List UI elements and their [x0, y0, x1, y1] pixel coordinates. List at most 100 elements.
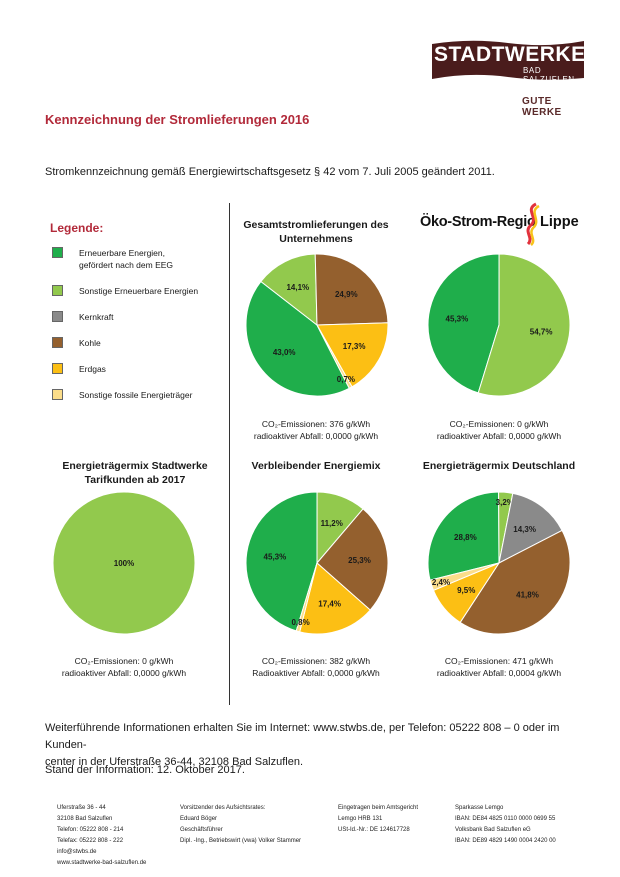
footer-line: Uferstraße 36 - 44	[57, 805, 106, 811]
info-line-1: Weiterführende Informationen erhalten Si…	[45, 722, 560, 751]
chart-1-pie: 43,0% 14,1% 24,9% 17,3% 0,7%	[245, 253, 389, 397]
chart-3-title: Energieträgermix Stadtwerke Tarifkunden …	[62, 460, 208, 486]
legend-label-sonstige-fossile: Sonstige fossile Energieträger	[79, 390, 193, 400]
pie-slice-erdgas	[316, 322, 389, 388]
chart-3-waste: radioaktiver Abfall: 0,0000 g/kWh	[61, 668, 187, 678]
pie-label-erdgas: 17,3%	[343, 342, 366, 351]
chart-5-co2: CO₂-Emissionen: 471 g/kWh	[444, 656, 554, 666]
footer-line: Dipl. -Ing., Betriebswirt (vwa) Volker S…	[180, 838, 302, 844]
pie-slice-sonstige-erneuerbare-energien	[260, 253, 318, 327]
chart-5-title: Energieträgermix Deutschland	[422, 460, 576, 472]
legend-swatch-sonstige-erneuerbare	[52, 285, 63, 296]
pie-label-sonstige-fossile-energietr-ger: 2,4%	[432, 578, 450, 587]
oeko-logo-swoosh	[526, 202, 540, 246]
pie-label-erneuerbare-energien-gef-rdert-nach-dem-eeg: 28,8%	[454, 533, 477, 542]
pie-slice-sonstige-fossile-energietr-ger	[295, 562, 318, 633]
footer-line: Eingetragen beim Amtsgericht	[338, 805, 419, 811]
legend-label-eeg: Erneuerbare Energien, gefördert nach dem…	[79, 248, 174, 270]
stand-text: Stand der Information: 12. Oktober 2017.	[45, 764, 245, 776]
pie-label-sonstige-erneuerbare-energien: 3,2%	[496, 498, 514, 507]
chart-1-title: Gesamtstromlieferungen des Unternehmens	[243, 219, 389, 245]
legend-swatch-kohle	[52, 337, 63, 348]
legend-swatch-erdgas	[52, 363, 63, 374]
pie-label-erdgas: 9,5%	[457, 586, 475, 595]
stadtwerke-logo: STADTWERKE BAD SALZUFLEN GUTE WERKE	[430, 38, 590, 118]
pie-label-erneuerbare-energien-gef-rdert-nach-dem-eeg: 43,0%	[273, 348, 296, 357]
footer-address: Uferstraße 36 - 44 32108 Bad Salzuflen T…	[57, 803, 146, 869]
footer-register: Eingetragen beim Amtsgericht Lemgo HRB 1…	[338, 803, 418, 836]
pie-label-kernkraft: 14,3%	[513, 525, 536, 534]
chart-5-pie: 28,8% 3,2% 14,3% 41,8% 9,5% 2,4%	[427, 491, 571, 635]
pie-slice-erdgas	[299, 562, 371, 635]
legend-swatch-sonstige-fossile	[52, 389, 63, 400]
pie-label-erdgas: 17,4%	[318, 600, 341, 609]
pie-slice-sonstige-fossile-energietr-ger	[316, 324, 353, 389]
footer-line: Volksbank Bad Salzuflen eG	[455, 827, 531, 833]
pie-slice-kohle	[459, 529, 571, 635]
pie-label-sonstige-erneuerbare-energien: 14,1%	[286, 283, 309, 292]
chart-1-co2: CO₂-Emissionen: 376 g/kWh	[261, 419, 371, 429]
footer-email-link[interactable]: info@stwbs.de	[57, 849, 97, 855]
logo-flag-shape	[432, 40, 584, 80]
info-text: Weiterführende Informationen erhalten Si…	[45, 720, 585, 771]
oeko-strom-regio-logo: Öko-Strom-Regio Lippe	[418, 202, 588, 246]
footer-line: Geschäftsführer	[180, 827, 223, 833]
chart-4-waste: Radioaktiver Abfall: 0,0000 g/kWh	[252, 668, 380, 678]
logo-city: BAD SALZUFLEN	[523, 66, 575, 84]
footer-line: Eduard Böger	[180, 816, 218, 822]
chart-5-waste: radioaktiver Abfall: 0,0004 g/kWh	[436, 668, 562, 678]
pie-slice-erneuerbare-energien-gef-rdert-nach-dem-eeg	[427, 253, 500, 394]
legend-swatch-eeg	[52, 247, 63, 258]
footer-line: Telefax: 05222 808 - 222	[57, 838, 124, 844]
vertical-divider	[229, 203, 230, 705]
footer-line: USt-Id.-Nr.: DE 124617728	[338, 827, 410, 833]
info-line-2: center in der Uferstraße 36-44, 32108 Ba…	[45, 756, 304, 768]
pie-label-sonstige-fossile-energietr-ger: 0,8%	[291, 618, 309, 627]
pie-slice-erneuerbare-energien-gef-rdert-nach-dem-eeg	[245, 280, 350, 397]
chart-2-waste: radioaktiver Abfall: 0,0000 g/kWh	[436, 431, 562, 441]
pie-label-kohle: 41,8%	[516, 591, 539, 600]
chart-4-co2: CO₂-Emissionen: 382 g/kWh	[261, 656, 371, 666]
pie-slice-sonstige-erneuerbare-energien	[52, 491, 196, 635]
pie-slice-erneuerbare-energien-gef-rdert-nach-dem-eeg	[245, 491, 318, 632]
pie-label-sonstige-erneuerbare-energien: 54,7%	[530, 327, 553, 336]
page-title: Kennzeichnung der Stromlieferungen 2016	[45, 112, 310, 127]
oeko-logo-text: Öko-Strom-Regio	[420, 214, 536, 230]
pie-slice-erneuerbare-energien-gef-rdert-nach-dem-eeg	[427, 491, 500, 581]
pie-label-kohle: 25,3%	[348, 556, 371, 565]
pie-label-sonstige-fossile-energietr-ger: 0,7%	[337, 375, 355, 384]
chart-2-co2: CO₂-Emissionen: 0 g/kWh	[449, 419, 549, 429]
legend-label-kernkraft: Kernkraft	[79, 312, 114, 322]
legend-title: Legende:	[50, 221, 104, 235]
intro-text: Stromkennzeichnung gemäß Energiewirtscha…	[45, 166, 495, 178]
chart-4-title: Verbleibender Energiemix	[251, 460, 381, 472]
footer-line: Sparkasse Lemgo	[455, 805, 504, 811]
chart-2-pie: 45,3% 54,7%	[427, 253, 571, 397]
pie-slice-kernkraft	[498, 492, 563, 564]
footer-line: 32108 Bad Salzuflen	[57, 816, 113, 822]
legend-label-kohle: Kohle	[79, 338, 101, 348]
pie-slice-sonstige-fossile-energietr-ger	[429, 562, 500, 591]
footer-management: Vorsitzender des Aufsichtsrates: Eduard …	[180, 803, 301, 847]
pie-label-kohle: 24,9%	[335, 290, 358, 299]
legend-label-erdgas: Erdgas	[79, 364, 106, 374]
footer-line: IBAN: DE84 4825 0110 0000 0699 55	[455, 816, 556, 822]
pie-label-erneuerbare-energien-gef-rdert-nach-dem-eeg: 45,3%	[446, 315, 469, 324]
pie-label-sonstige-erneuerbare-energien: 100%	[114, 559, 134, 568]
legend-swatch-kernkraft	[52, 311, 63, 322]
logo-name: STADTWERKE	[434, 43, 586, 66]
pie-slice-kohle	[314, 253, 389, 326]
footer-line: Lemgo HRB 131	[338, 816, 383, 822]
chart-3-pie: 100%	[52, 491, 196, 635]
footer-line: Vorsitzender des Aufsichtsrates:	[180, 805, 266, 811]
chart-4-pie: 45,3% 11,2% 25,3% 17,4% 0,8%	[245, 491, 389, 635]
pie-slice-kohle	[316, 508, 389, 611]
chart-3-co2: CO₂-Emissionen: 0 g/kWh	[74, 656, 174, 666]
chart-1-waste: radioaktiver Abfall: 0,0000 g/kWh	[253, 431, 379, 441]
pie-slice-sonstige-erneuerbare-energien	[477, 253, 571, 397]
oeko-logo-lippe: Lippe	[540, 214, 579, 230]
footer-line: Telefon: 05222 808 - 214	[57, 827, 124, 833]
footer-website-link[interactable]: www.stadtwerke-bad-salzuflen.de	[57, 860, 147, 866]
legend-label-sonstige-erneuerbare: Sonstige Erneuerbare Energien	[79, 286, 199, 296]
pie-label-erneuerbare-energien-gef-rdert-nach-dem-eeg: 45,3%	[264, 553, 287, 562]
